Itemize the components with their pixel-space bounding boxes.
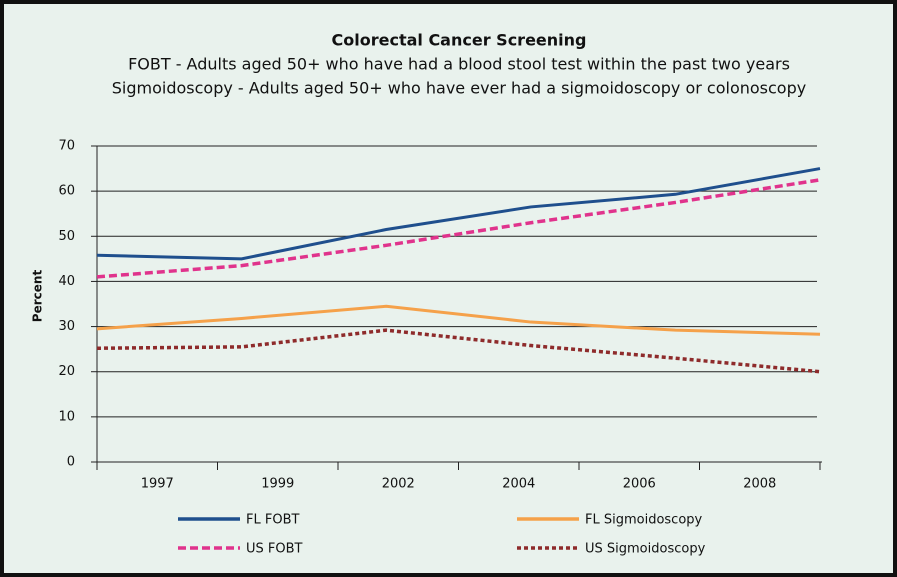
y-tick-label: 0: [67, 455, 75, 470]
subtitle: FOBT - Adults aged 50+ who have had a bl…: [128, 55, 790, 74]
legend-label: US FOBT: [246, 542, 303, 557]
series-line: [96, 167, 821, 261]
y-tick-label: 40: [58, 274, 75, 289]
series-line: [96, 328, 821, 374]
legend-label: FL Sigmoidoscopy: [585, 513, 703, 528]
y-tick-label: 10: [58, 409, 75, 424]
y-tick-label: 20: [58, 364, 75, 379]
x-tick-label: 2008: [743, 477, 776, 492]
chart-title: Colorectal Cancer Screening: [332, 31, 587, 50]
y-tick-label: 70: [58, 139, 75, 154]
x-tick-label: 1997: [141, 477, 174, 492]
y-tick-label: 50: [58, 229, 75, 244]
x-tick-label: 2004: [502, 477, 535, 492]
legend-label: US Sigmoidoscopy: [585, 542, 706, 557]
x-tick-label: 1999: [261, 477, 294, 492]
legend-label: FL FOBT: [246, 513, 299, 528]
y-tick-label: 60: [58, 184, 75, 199]
series-line: [96, 178, 821, 279]
series-line: [96, 304, 821, 336]
y-axis-label: Percent: [31, 270, 45, 323]
subtitle: Sigmoidoscopy - Adults aged 50+ who have…: [112, 79, 806, 98]
x-tick-label: 2002: [382, 477, 415, 492]
x-tick-label: 2006: [623, 477, 656, 492]
y-tick-label: 30: [58, 319, 75, 334]
